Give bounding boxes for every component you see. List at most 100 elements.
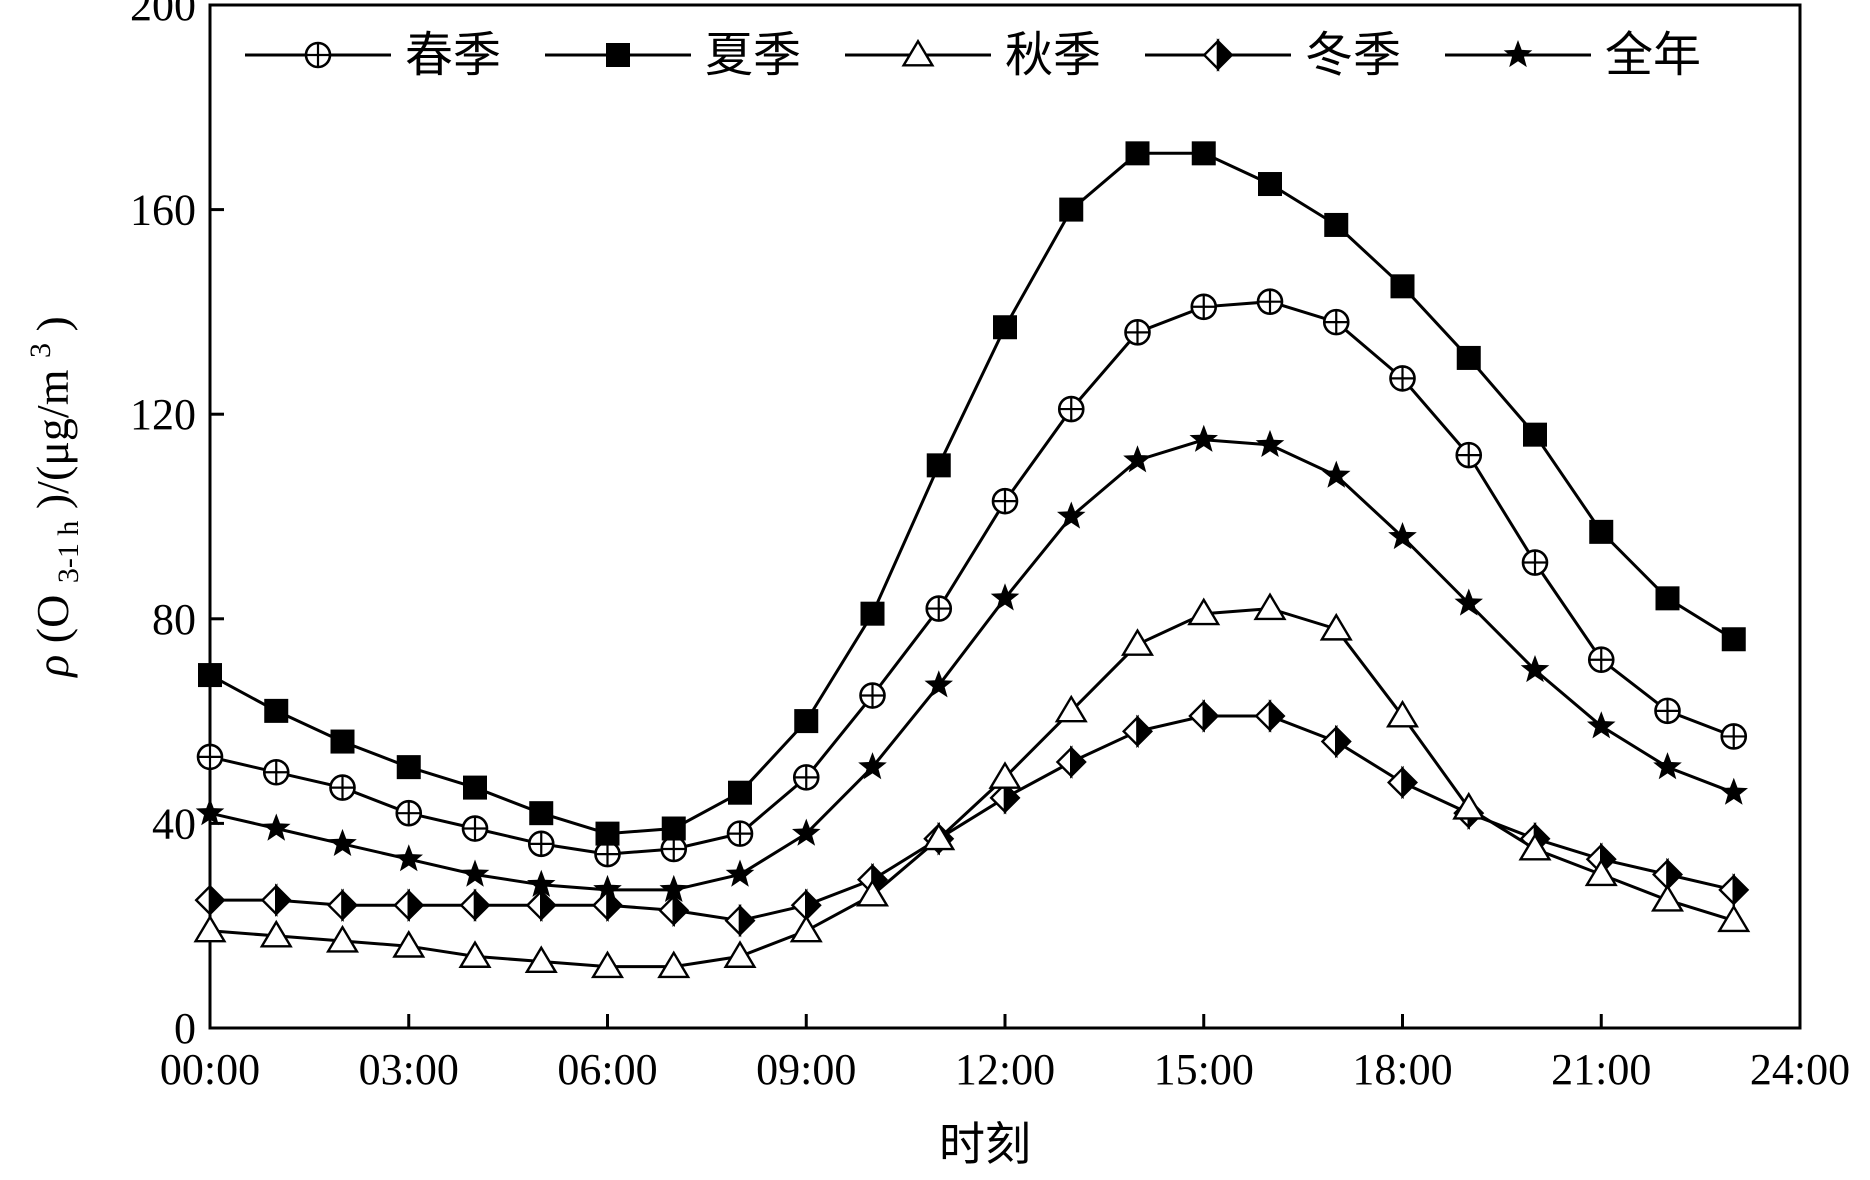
data-point [725, 859, 755, 887]
data-point [198, 663, 222, 688]
data-point [1054, 694, 1088, 723]
data-point [1123, 445, 1152, 473]
y-axis-title-rho: ρ [27, 655, 78, 679]
data-point [723, 940, 757, 968]
data-point [1456, 345, 1481, 370]
data-point [328, 828, 357, 856]
legend-entry: 秋季 [845, 27, 1101, 83]
data-point [1188, 699, 1220, 733]
data-point [991, 487, 1019, 515]
data-point [1452, 791, 1486, 820]
x-tick-label: 00:00 [160, 1045, 260, 1094]
data-point [461, 815, 489, 842]
data-point [661, 816, 686, 841]
data-point [527, 869, 556, 897]
data-point [193, 914, 227, 943]
legend-label: 春季 [405, 27, 501, 83]
data-point [925, 595, 953, 622]
data-point [1320, 724, 1352, 759]
x-tick-label: 15:00 [1154, 1045, 1254, 1094]
y-tick-label: 80 [152, 595, 196, 644]
data-point [592, 888, 623, 922]
data-point [330, 729, 355, 754]
series-triangle-open [193, 592, 1751, 979]
data-point [260, 883, 292, 917]
x-tick-label: 03:00 [359, 1045, 459, 1094]
data-point [460, 859, 490, 887]
data-point [1190, 293, 1218, 321]
data-point [1454, 588, 1483, 616]
legend-label: 秋季 [1005, 27, 1101, 83]
data-point [1120, 628, 1155, 656]
y-tick-label: 200 [130, 0, 196, 30]
data-point [1653, 752, 1682, 780]
data-point [527, 830, 555, 858]
y-tick-label: 160 [130, 186, 196, 235]
data-point [658, 893, 690, 928]
legend: 春季 夏季 秋季 冬季 全年 [245, 27, 1701, 83]
data-point [1254, 699, 1286, 733]
x-axis-title: 时刻 [939, 1117, 1031, 1171]
y-tick-label: 0 [174, 1004, 196, 1053]
data-point [855, 878, 890, 907]
data-point [195, 798, 225, 826]
data-point [1720, 723, 1748, 750]
data-point [1652, 857, 1683, 892]
data-point [458, 940, 492, 968]
x-tick-label: 09:00 [756, 1045, 856, 1094]
data-point [1124, 319, 1151, 346]
legend-marker [901, 38, 935, 67]
data-point [1655, 586, 1680, 611]
data-point [858, 752, 887, 780]
x-tick-label: 18:00 [1352, 1045, 1452, 1094]
x-tick-label: 06:00 [557, 1045, 657, 1094]
y-axis: 0 40 80 120 160 200 [130, 0, 224, 1053]
data-point [789, 914, 823, 943]
data-point [792, 818, 821, 846]
data-point [1587, 711, 1616, 739]
data-point [924, 670, 953, 698]
data-point [726, 820, 754, 847]
data-point [1322, 308, 1350, 336]
data-point [524, 945, 558, 974]
data-point [794, 709, 819, 734]
data-point [659, 874, 688, 902]
x-tick-label: 21:00 [1551, 1045, 1651, 1094]
data-point [594, 840, 621, 868]
data-point [264, 698, 289, 723]
data-point [1650, 883, 1685, 912]
data-point [724, 903, 756, 938]
data-point [525, 888, 557, 922]
data-point [1455, 441, 1483, 469]
data-point [1122, 714, 1153, 749]
data-point [393, 888, 425, 922]
data-point [259, 919, 293, 948]
x-axis: 00:00 03:00 06:00 09:00 12:00 15:00 18:00 21:00… [160, 1014, 1850, 1094]
data-point [1057, 395, 1085, 423]
data-point [1390, 274, 1415, 299]
data-point [993, 315, 1017, 340]
data-point [593, 874, 622, 902]
y-axis-title: ρ (O 3-1 h )/(μg/m 3 ) [9, 316, 88, 679]
legend-label: 夏季 [705, 27, 801, 83]
data-point [1059, 197, 1084, 222]
legend-marker [1503, 40, 1533, 68]
y-tick-label: 120 [130, 390, 196, 439]
data-point [1518, 832, 1552, 861]
data-point [1654, 697, 1681, 725]
data-point [728, 780, 752, 805]
data-point [463, 775, 487, 800]
data-point [1253, 592, 1287, 621]
data-point [989, 781, 1021, 815]
data-point [395, 799, 423, 827]
series-circle-plus [196, 288, 1748, 868]
data-point [1189, 424, 1218, 452]
data-point [1584, 858, 1618, 887]
data-point [792, 764, 820, 791]
y-axis-title-subscript: 3-1 h [52, 521, 85, 584]
data-point [262, 758, 290, 786]
data-point [1389, 365, 1416, 392]
data-point [590, 950, 625, 979]
